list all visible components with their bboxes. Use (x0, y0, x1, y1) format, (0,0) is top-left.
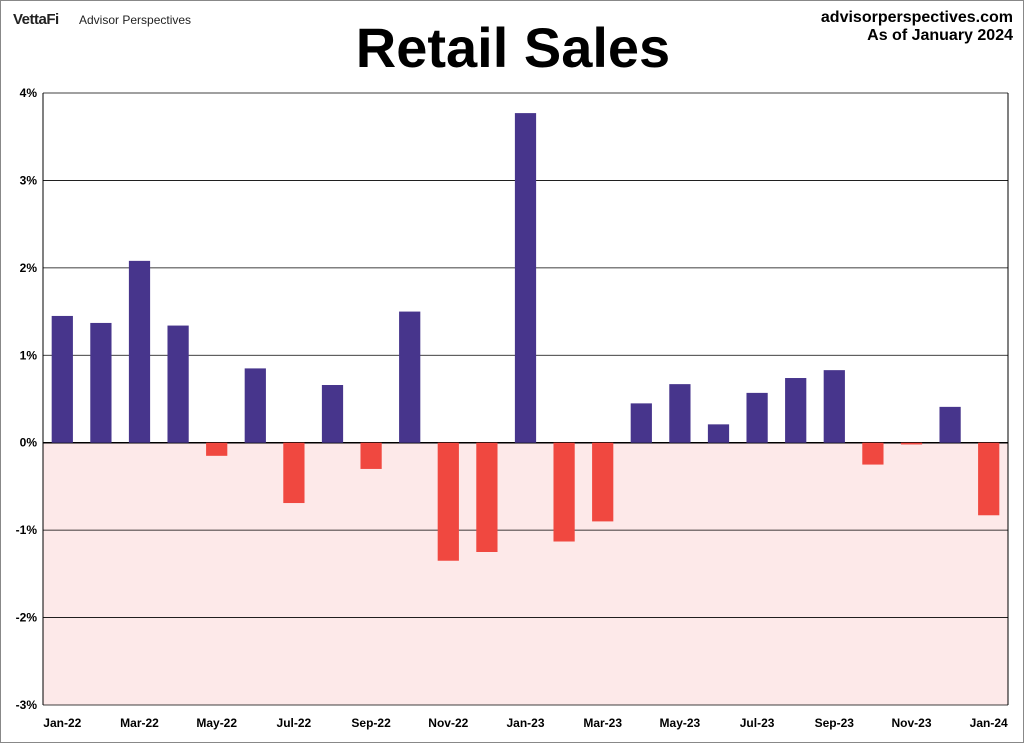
x-tick-label: Sep-22 (351, 716, 391, 730)
y-tick-label: 0% (20, 436, 38, 450)
x-tick-label: May-22 (196, 716, 237, 730)
bar-jan-23 (514, 113, 537, 443)
bar-oct-22 (399, 311, 421, 443)
y-tick-label: 2% (20, 261, 38, 275)
x-tick-label: Mar-22 (120, 716, 159, 730)
bar-apr-23 (630, 403, 652, 443)
x-tick-label: Mar-23 (583, 716, 622, 730)
y-tick-label: -1% (16, 523, 38, 537)
y-tick-label: 3% (20, 173, 38, 187)
bar-jul-23 (746, 392, 768, 443)
chart-title: Retail Sales (355, 16, 671, 79)
bar-may-23 (669, 384, 691, 443)
y-tick-label: 4% (20, 86, 38, 100)
x-tick-label: Jan-24 (970, 716, 1008, 730)
bar-jan-24 (978, 442, 1000, 516)
y-tick-label: -2% (16, 611, 38, 625)
source-block: advisorperspectives.com As of January 20… (821, 9, 1013, 45)
x-tick-label: Jan-22 (43, 716, 81, 730)
bar-sep-23 (823, 370, 845, 443)
x-tick-label: Jul-23 (740, 716, 775, 730)
x-tick-label: May-23 (660, 716, 701, 730)
vettafi-logo: VettaFi (13, 11, 59, 28)
bar-mar-23 (592, 442, 614, 522)
x-tick-label: Jan-23 (506, 716, 544, 730)
x-tick-label: Sep-23 (815, 716, 855, 730)
bar-apr-22 (167, 325, 189, 443)
negative-zone (43, 442, 1008, 705)
x-tick-label: Jul-22 (277, 716, 312, 730)
bar-jun-22 (244, 368, 266, 443)
bar-nov-23 (900, 442, 923, 445)
bar-feb-22 (90, 322, 112, 443)
bar-feb-23 (553, 442, 575, 542)
bar-mar-22 (128, 260, 151, 443)
x-tick-label: Nov-22 (428, 716, 468, 730)
bar-oct-23 (862, 442, 884, 465)
logo-subtitle: Advisor Perspectives (79, 13, 192, 27)
x-tick-label: Nov-23 (891, 716, 931, 730)
bar-jan-22 (51, 315, 73, 443)
bar-aug-22 (321, 385, 344, 443)
bar-dec-22 (476, 442, 498, 552)
bar-dec-23 (939, 406, 961, 443)
y-tick-label: -3% (16, 698, 38, 712)
as-of-date: As of January 2024 (867, 27, 1013, 44)
bar-jul-22 (283, 442, 305, 504)
bar-sep-22 (360, 442, 382, 469)
y-tick-label: 1% (20, 348, 38, 362)
bar-nov-22 (437, 442, 459, 561)
bar-jun-23 (707, 424, 730, 443)
bar-aug-23 (785, 378, 807, 443)
bar-may-22 (206, 442, 228, 456)
site-url: advisorperspectives.com (820, 9, 1013, 26)
